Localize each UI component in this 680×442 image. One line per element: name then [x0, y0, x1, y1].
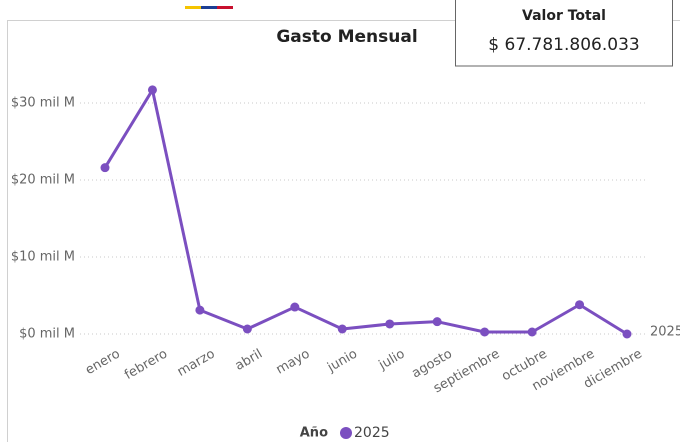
flag	[217, 6, 233, 9]
y-tick-label: $30 mil M	[11, 96, 75, 111]
series-end-label: 2025	[650, 325, 680, 340]
marker	[337, 324, 347, 334]
chart-title: Gasto Mensual	[276, 27, 417, 47]
marker	[575, 300, 585, 310]
legend-title: Año	[300, 426, 328, 441]
marker	[480, 327, 490, 337]
marker	[100, 163, 110, 173]
marker	[290, 302, 300, 312]
marker	[147, 85, 157, 95]
card	[455, 0, 673, 67]
card-value: $ 67.781.806.033	[488, 35, 639, 55]
y-tick-label: $20 mil M	[11, 173, 75, 188]
y-tick-label: $10 mil M	[11, 250, 75, 265]
legend-marker	[340, 427, 352, 439]
chart-panel	[7, 20, 680, 442]
flag	[201, 6, 217, 9]
marker	[385, 319, 395, 329]
marker	[242, 324, 252, 334]
marker	[527, 327, 537, 337]
card-title: Valor Total	[522, 8, 606, 24]
marker	[622, 329, 632, 339]
marker	[432, 317, 442, 327]
marker	[195, 305, 205, 315]
line	[103, 88, 628, 336]
legend-label: 2025	[354, 425, 390, 441]
y-tick-label: $0 mil M	[19, 327, 75, 342]
flag	[185, 6, 201, 9]
